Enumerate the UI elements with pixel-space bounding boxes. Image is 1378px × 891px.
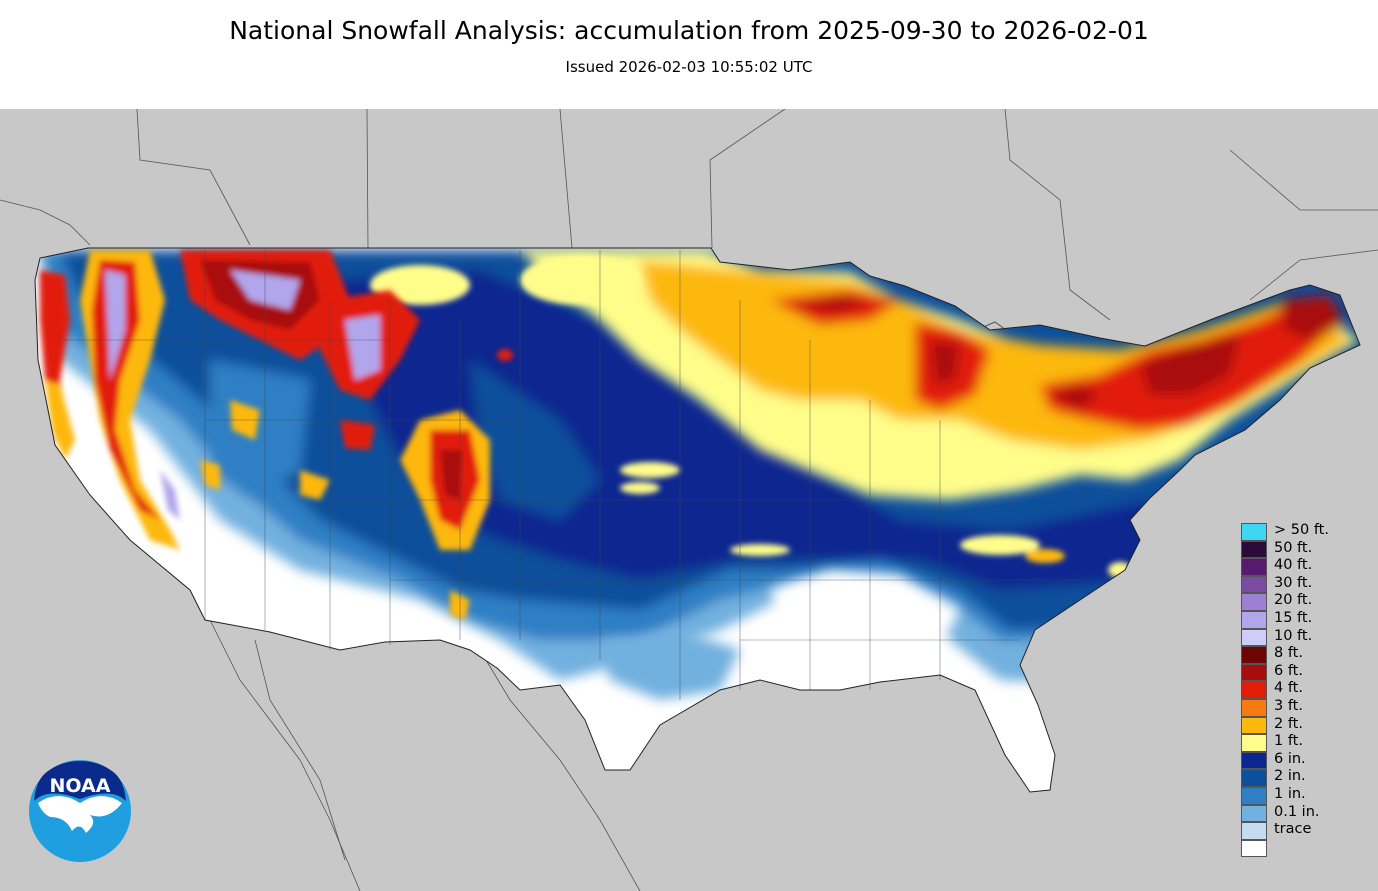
legend-swatch — [1241, 822, 1267, 840]
country-borders — [0, 109, 1378, 891]
legend-swatch — [1241, 540, 1267, 559]
heavy-snow-north-central — [520, 250, 1360, 500]
legend-swatch — [1241, 646, 1267, 664]
legend-swatch — [1241, 523, 1267, 541]
legend-label: 0.1 in. — [1274, 803, 1320, 820]
legend-swatch — [1241, 716, 1267, 735]
legend-label: 30 ft. — [1274, 574, 1313, 591]
trace-south — [600, 570, 960, 700]
legend-label: > 50 ft. — [1274, 522, 1329, 538]
page-title: National Snowfall Analysis: accumulation… — [229, 16, 1149, 45]
legend-label: trace — [1274, 821, 1312, 838]
legend-label: 3 ft. — [1274, 698, 1303, 714]
legend-swatch — [1241, 628, 1267, 647]
legend-swatch — [1241, 593, 1267, 611]
legend-swatch — [1241, 663, 1267, 682]
legend-label: 2 in. — [1274, 768, 1306, 785]
issued-timestamp: Issued 2026-02-03 10:55:02 UTC — [565, 58, 813, 76]
legend-label: 6 in. — [1274, 750, 1306, 767]
legend-swatch — [1241, 787, 1267, 805]
us-outline — [34, 247, 1361, 793]
legend-label: 1 in. — [1274, 786, 1306, 802]
legend-label: 8 ft. — [1274, 645, 1303, 662]
legend-swatch — [1241, 751, 1267, 770]
legend-swatch — [1241, 611, 1267, 629]
noaa-logo-text: NOAA — [50, 775, 111, 797]
legend-label: 40 ft. — [1274, 557, 1313, 574]
legend-swatch — [1241, 681, 1267, 699]
legend-label: 10 ft. — [1274, 627, 1313, 644]
legend-label: 15 ft. — [1274, 610, 1313, 626]
legend-swatch — [1241, 769, 1267, 787]
legend-label: 4 ft. — [1274, 680, 1303, 697]
legend-label: 50 ft. — [1274, 539, 1313, 556]
legend-swatch — [1241, 558, 1267, 576]
noaa-logo: NOAA — [29, 760, 131, 862]
yellow-patches — [370, 255, 1132, 578]
legend-label: 2 ft. — [1274, 715, 1303, 732]
western-mountains — [40, 250, 490, 620]
legend-swatch — [1241, 839, 1267, 858]
legend-label: 20 ft. — [1274, 592, 1313, 609]
snowfall-map[interactable] — [0, 109, 1378, 891]
legend-swatch — [1241, 575, 1267, 594]
legend-swatch — [1241, 699, 1267, 717]
legend-swatch — [1241, 804, 1267, 823]
legend-swatch — [1241, 734, 1267, 752]
legend-label: 1 ft. — [1274, 733, 1303, 750]
legend-label: 6 ft. — [1274, 662, 1303, 679]
